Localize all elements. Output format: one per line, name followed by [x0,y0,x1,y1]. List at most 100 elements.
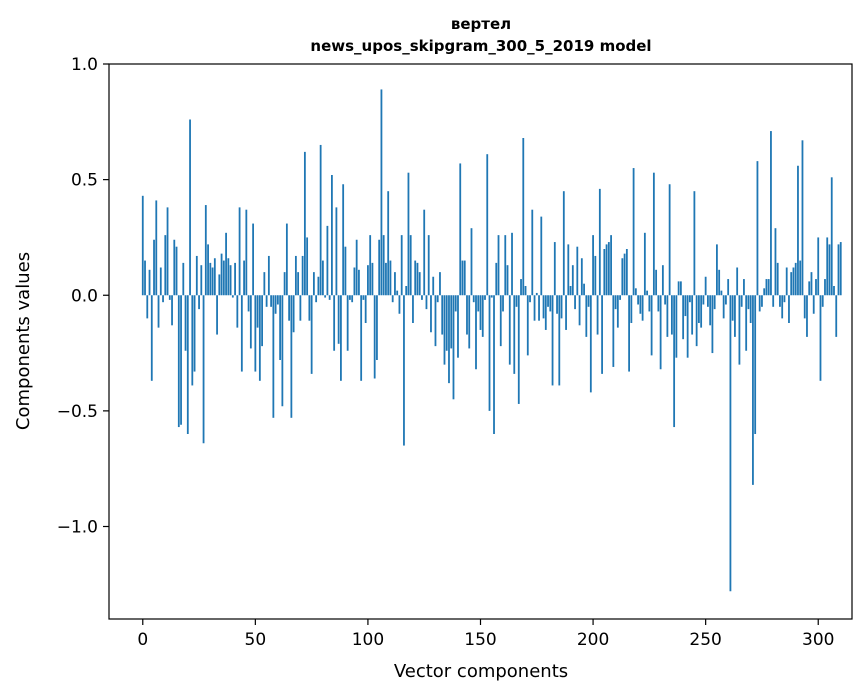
bar-190 [569,286,572,296]
bar-35 [220,253,223,296]
bar-188 [565,295,567,330]
bar-117 [405,286,408,296]
bar-301 [819,295,822,381]
bar-75 [310,295,313,374]
bar-154 [488,295,491,411]
bar-82 [326,225,329,296]
bar-164 [511,232,513,296]
bar-284 [781,295,784,319]
bar-275 [761,295,763,307]
bar-109 [387,191,390,296]
bar-39 [229,265,232,296]
bar-62 [281,295,284,407]
y-axis-ticks: 1.0 0.5 0.0 −0.5 −1.0 [57,55,109,538]
bar-45 [243,260,245,296]
bar-279 [770,131,772,296]
bar-37 [225,232,227,296]
bar-106 [380,89,383,296]
bar-125 [423,209,426,296]
bar-67 [292,295,295,333]
bar-149 [477,295,480,312]
bar-272 [754,295,757,434]
bar-80 [321,260,324,296]
bar-293 [801,140,804,296]
bar-86 [335,207,338,296]
bar-30 [209,262,212,296]
bar-166 [515,295,518,307]
bar-96 [358,269,360,296]
bar-169 [522,138,525,296]
bar-185 [558,295,561,386]
bar-157 [495,262,498,296]
bar-98 [362,295,365,300]
y-tick-label: 0.5 [71,171,98,191]
bar-206 [605,244,608,296]
bar-184 [556,295,558,314]
bar-200 [592,235,594,296]
bar-222 [641,295,644,321]
bar-70 [299,295,302,321]
bar-8 [159,267,162,296]
bar-233 [666,295,669,337]
bar-50 [254,295,257,372]
bar-197 [585,295,588,337]
bar-177 [540,216,543,296]
bar-84 [331,175,333,296]
bar-23 [193,295,196,372]
bar-20 [186,295,189,434]
bar-227 [652,172,655,296]
bar-254 [713,295,716,310]
bar-33 [216,295,218,335]
x-tick-label: 150 [464,630,496,650]
bar-270 [749,295,752,323]
bar-27 [202,295,205,444]
bar-83 [328,295,331,300]
bar-290 [794,262,797,296]
bar-101 [369,235,372,296]
x-tick-label: 200 [577,630,609,650]
bar-161 [504,235,507,296]
bar-156 [493,295,495,434]
bar-310 [839,242,842,296]
bar-56 [267,255,270,296]
bar-186 [560,295,563,319]
chart-title-line1: вертел [451,15,511,33]
bar-58 [272,295,275,418]
bar-248 [700,295,703,328]
bar-170 [524,286,527,296]
bar-122 [416,262,419,296]
bar-195 [580,258,583,296]
bar-274 [758,295,761,312]
bar-298 [812,295,815,314]
bar-64 [285,223,288,296]
bar-236 [673,295,676,428]
bar-205 [603,249,606,296]
y-tick-label: 0.0 [71,286,98,306]
bar-65 [288,295,291,321]
bar-12 [168,295,171,300]
bar-249 [702,295,705,305]
bar-107 [382,235,385,296]
bar-187 [562,191,565,296]
bar-307 [833,286,835,296]
bar-294 [803,295,806,319]
bar-273 [756,161,759,296]
bar-196 [583,283,585,296]
bar-256 [718,269,721,296]
bar-304 [826,237,829,296]
bar-89 [342,184,345,296]
bar-92 [349,295,351,300]
bar-0 [141,195,144,296]
bar-36 [222,260,225,296]
bar-152 [484,295,486,300]
bar-100 [367,265,369,296]
bar-145 [468,295,471,349]
bar-263 [734,295,736,337]
bar-43 [238,207,241,296]
bar-7 [157,295,160,328]
bar-42 [236,295,239,328]
bar-60 [276,295,279,305]
bar-210 [614,295,617,310]
bar-9 [162,295,164,303]
